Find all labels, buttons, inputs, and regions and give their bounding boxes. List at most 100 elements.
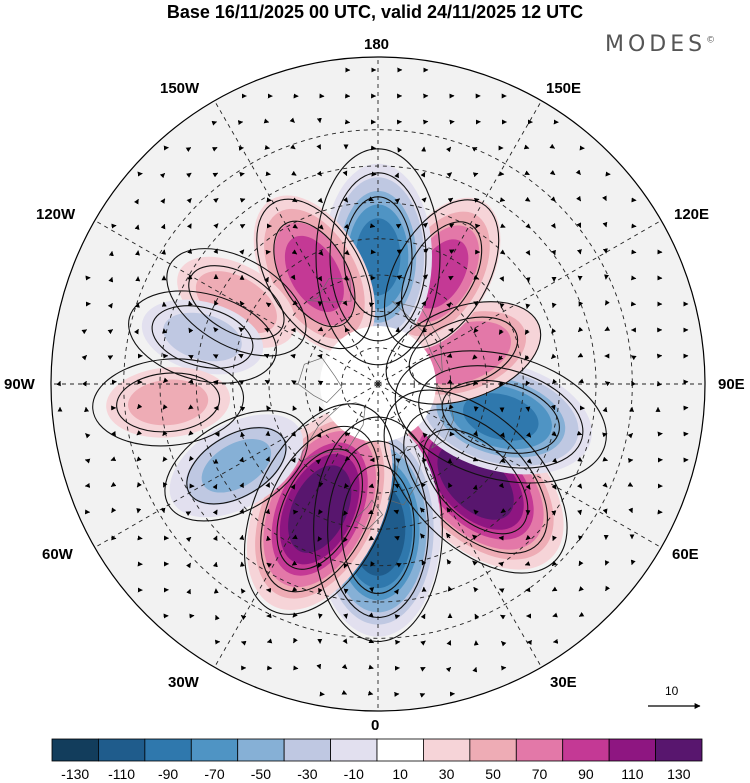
wind-arrow	[446, 559, 452, 565]
wind-arrow	[292, 612, 298, 618]
wind-arrow	[551, 586, 558, 592]
colorbar-label: 70	[531, 766, 548, 782]
copyright-mark: ©	[706, 35, 716, 46]
wind-arrow	[445, 532, 452, 539]
wind-arrow	[395, 223, 402, 229]
wind-arrow	[447, 379, 453, 384]
wind-arrow	[162, 456, 168, 462]
map-title: Base 16/11/2025 00 UTC, valid 24/11/2025…	[166, 2, 584, 22]
lon-label-180: 180	[364, 36, 390, 53]
wind-arrow	[213, 223, 219, 229]
wind-arrow	[188, 300, 193, 307]
anomaly-level	[128, 379, 209, 426]
wind-arrow	[473, 509, 479, 515]
wind-arrow	[342, 536, 348, 543]
wind-arrow	[291, 197, 298, 203]
wind-arrow	[498, 588, 505, 593]
wind-arrow	[524, 561, 531, 566]
wind-arrow	[551, 484, 557, 490]
contour-line	[92, 358, 245, 447]
wind-arrow	[162, 430, 168, 436]
wind-arrow	[422, 222, 428, 228]
wind-arrow	[317, 275, 323, 282]
wind-arrow	[551, 560, 558, 567]
wind-arrow	[525, 303, 531, 309]
wind-arrow	[240, 588, 246, 594]
wind-arrow	[550, 196, 556, 202]
wind-arrow	[316, 144, 322, 150]
wind-arrow	[499, 276, 504, 282]
wind-arrow	[498, 561, 504, 567]
wind-arrow	[239, 456, 244, 463]
modes-logo-text: MODES	[605, 32, 707, 57]
lon-label-0: 0	[371, 717, 380, 734]
wind-arrow	[449, 249, 455, 255]
wind-arrow	[318, 250, 324, 256]
wind-arrow	[525, 406, 531, 412]
wind-arrow	[369, 223, 376, 229]
latitude-circle	[195, 201, 561, 567]
wind-arrow	[291, 249, 298, 255]
lon-label-90w: 90W	[4, 376, 35, 393]
wind-arrow	[604, 326, 611, 332]
wind-arrow	[368, 638, 375, 644]
wind-arrow	[342, 638, 348, 644]
colorbar-swatch	[190, 738, 239, 762]
wind-arrow	[551, 302, 557, 309]
wind-arrow	[318, 406, 324, 412]
coastline	[430, 382, 455, 449]
wind-arrow	[471, 147, 478, 152]
anomaly-level	[284, 235, 344, 312]
wind-arrow	[291, 586, 298, 592]
wind-arrow	[448, 223, 455, 229]
wind-arrow	[627, 433, 633, 439]
colorbar-labels: -130 -110 -90 -70 -50 -30 -10 10 30 50 70 90 110 130	[0, 766, 750, 783]
wind-arrow	[419, 507, 426, 513]
wind-arrow	[136, 456, 142, 462]
wind-arrow	[422, 274, 428, 280]
wind-arrow	[186, 198, 192, 204]
wind-arrow	[472, 354, 478, 360]
wind-arrow	[214, 300, 219, 306]
colorbar-swatch	[144, 738, 192, 762]
map-border	[50, 56, 706, 712]
wind-arrow	[576, 430, 583, 436]
wind-arrow	[292, 300, 299, 306]
wind-arrow	[552, 457, 558, 464]
wind-arrow	[291, 170, 297, 176]
contour-line	[394, 350, 607, 484]
wind-arrow	[212, 354, 219, 359]
wind-arrow	[318, 509, 324, 515]
wind-arrow	[448, 275, 454, 281]
wind-arrow	[446, 507, 452, 513]
colorbar-swatch	[469, 738, 517, 762]
wind-arrow	[577, 352, 584, 358]
coastline	[353, 499, 384, 530]
colorbar-label: -30	[297, 766, 318, 782]
wind-arrow	[318, 224, 324, 230]
colorbar-swatch	[562, 738, 610, 762]
wind-arrow	[239, 482, 244, 489]
wind-arrow	[498, 482, 504, 489]
wind-arrow	[525, 249, 531, 256]
wind-arrow	[446, 640, 452, 646]
colorbar-swatch	[376, 738, 424, 762]
lon-label-120e: 120E	[674, 206, 710, 223]
wind-arrow	[317, 197, 323, 204]
latitude-circle	[341, 347, 415, 421]
wind-arrow	[500, 457, 506, 464]
wind-arrow	[318, 587, 323, 594]
wind-arrow	[472, 172, 479, 178]
colorbar-swatch	[655, 738, 703, 762]
wind-arrow	[342, 197, 349, 203]
meridian-line	[377, 220, 662, 385]
wind-arrow	[446, 353, 453, 358]
anomaly-blob	[106, 367, 231, 438]
wind-arrow	[290, 274, 296, 281]
anomaly-level	[463, 393, 539, 441]
wind-arrow	[395, 458, 401, 464]
wind-arrow	[343, 562, 349, 569]
contour-line	[313, 416, 443, 643]
wind-arrow	[525, 484, 531, 490]
wind-arrow	[421, 300, 427, 307]
